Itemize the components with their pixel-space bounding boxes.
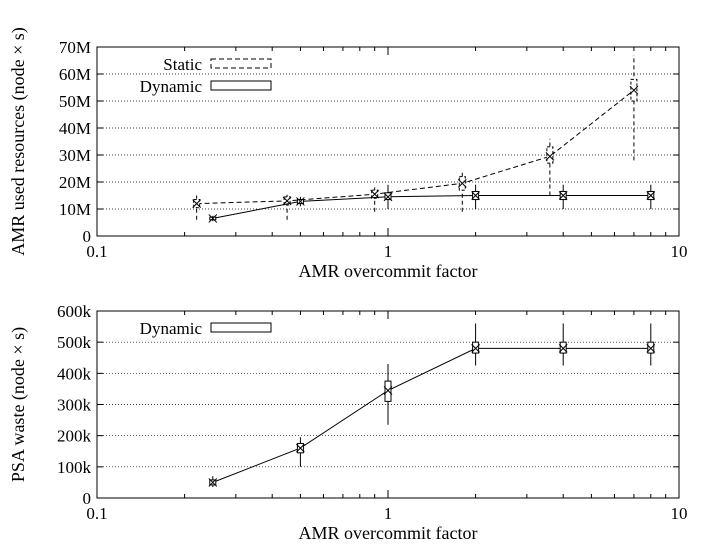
legend-swatch xyxy=(210,322,272,333)
legend-label: Dynamic xyxy=(140,77,203,96)
data-point xyxy=(457,178,467,188)
used-resources-chart: 0 10M 20M 30M 40M 50M 60M 70M 0.1 1 10 Static Dynam… xyxy=(8,27,687,281)
y-tick-label: 500k xyxy=(57,333,92,352)
y-tick-label: 70M xyxy=(59,38,91,57)
legend-label: Dynamic xyxy=(140,319,203,338)
x-tick-label: 0.1 xyxy=(86,504,107,523)
series-layer xyxy=(192,55,656,223)
y-tick-label: 400k xyxy=(57,364,92,383)
box xyxy=(647,341,655,354)
y-tick-label: 0 xyxy=(83,489,92,508)
series-layer xyxy=(208,323,656,488)
x-tick-label: 10 xyxy=(671,504,688,523)
series-line xyxy=(212,195,651,219)
data-point xyxy=(646,191,656,200)
data-point xyxy=(296,443,305,453)
y-tick-label: 0 xyxy=(83,227,92,246)
data-point xyxy=(282,196,292,206)
data-point xyxy=(471,191,480,200)
y-tick-label: 60M xyxy=(59,65,91,84)
axis-ticks: 0 100k 200k 300k 400k 500k 600k 0.1 1 10 xyxy=(57,302,688,523)
y-tick-label: 200k xyxy=(57,427,92,446)
y-tick-label: 20M xyxy=(59,173,91,192)
series-static xyxy=(192,55,639,220)
y-tick-label: 30M xyxy=(59,146,91,165)
y-tick-label: 100k xyxy=(57,458,92,477)
data-point xyxy=(192,199,201,208)
data-point xyxy=(383,192,393,202)
data-point xyxy=(296,197,305,206)
data-point xyxy=(208,214,218,223)
legend-swatch xyxy=(210,58,272,69)
x-axis-title: AMR overcommit factor xyxy=(299,523,478,543)
series-line xyxy=(196,89,635,205)
series-line xyxy=(212,347,651,483)
x-tick-label: 1 xyxy=(384,504,393,523)
y-tick-label: 600k xyxy=(57,302,92,321)
legend-swatch xyxy=(210,80,272,91)
series-dynamic xyxy=(208,323,656,488)
axis-ticks: 0 10M 20M 30M 40M 50M 60M 70M 0.1 1 10 xyxy=(59,38,688,261)
y-tick-label: 50M xyxy=(59,92,91,111)
data-point xyxy=(545,151,555,161)
y-tick-label: 300k xyxy=(57,396,92,415)
x-tick-label: 1 xyxy=(384,242,393,261)
series-dynamic xyxy=(208,184,656,223)
data-point xyxy=(558,191,568,200)
legend: Static Dynamic xyxy=(140,55,272,96)
data-point xyxy=(383,386,393,395)
box xyxy=(472,341,480,354)
box xyxy=(559,341,567,354)
x-axis-title: AMR overcommit factor xyxy=(299,261,478,281)
y-tick-label: 10M xyxy=(59,200,91,219)
data-point xyxy=(471,344,480,353)
data-point xyxy=(370,189,380,199)
legend-label: Static xyxy=(163,55,202,74)
data-point xyxy=(646,344,656,353)
data-point xyxy=(629,85,639,95)
box xyxy=(384,380,392,402)
box xyxy=(546,146,554,164)
x-tick-label: 0.1 xyxy=(86,242,107,261)
legend: Dynamic xyxy=(140,319,272,338)
data-point xyxy=(208,478,218,487)
y-axis-title: PSA waste (node × s) xyxy=(8,327,29,482)
data-point xyxy=(558,344,568,353)
y-axis-title: AMR used resources (node × s) xyxy=(8,27,29,256)
y-tick-label: 40M xyxy=(59,119,91,138)
x-tick-label: 10 xyxy=(671,242,688,261)
